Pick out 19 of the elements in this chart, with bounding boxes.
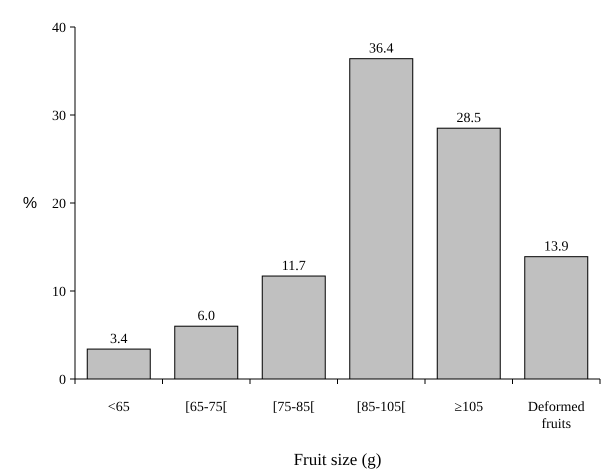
data-label: 13.9 [544, 240, 568, 255]
x-axis-title: Fruit size (g) [294, 450, 382, 469]
y-tick-label: 30 [52, 109, 66, 124]
x-tick-label: [75-85[ [272, 400, 316, 415]
y-tick-label: 20 [52, 197, 66, 212]
data-label: 28.5 [456, 111, 481, 126]
y-tick-label: 10 [52, 285, 66, 300]
x-tick-label: <65 [108, 400, 130, 415]
x-tick-label: ≥105 [454, 400, 484, 415]
y-tick-label: 0 [59, 373, 66, 388]
data-label: 3.4 [110, 332, 128, 348]
x-tick-label: [85-105[ [356, 400, 406, 415]
x-tick-label: [65-75[ [185, 400, 228, 415]
y-tick-label: 40 [52, 21, 66, 36]
x-tick-label: Deformed fruits [528, 400, 585, 432]
data-label: 11.7 [282, 259, 306, 274]
data-label: 6.0 [198, 309, 215, 324]
data-label: 36.4 [369, 42, 394, 57]
y-axis-title: % [22, 195, 38, 212]
